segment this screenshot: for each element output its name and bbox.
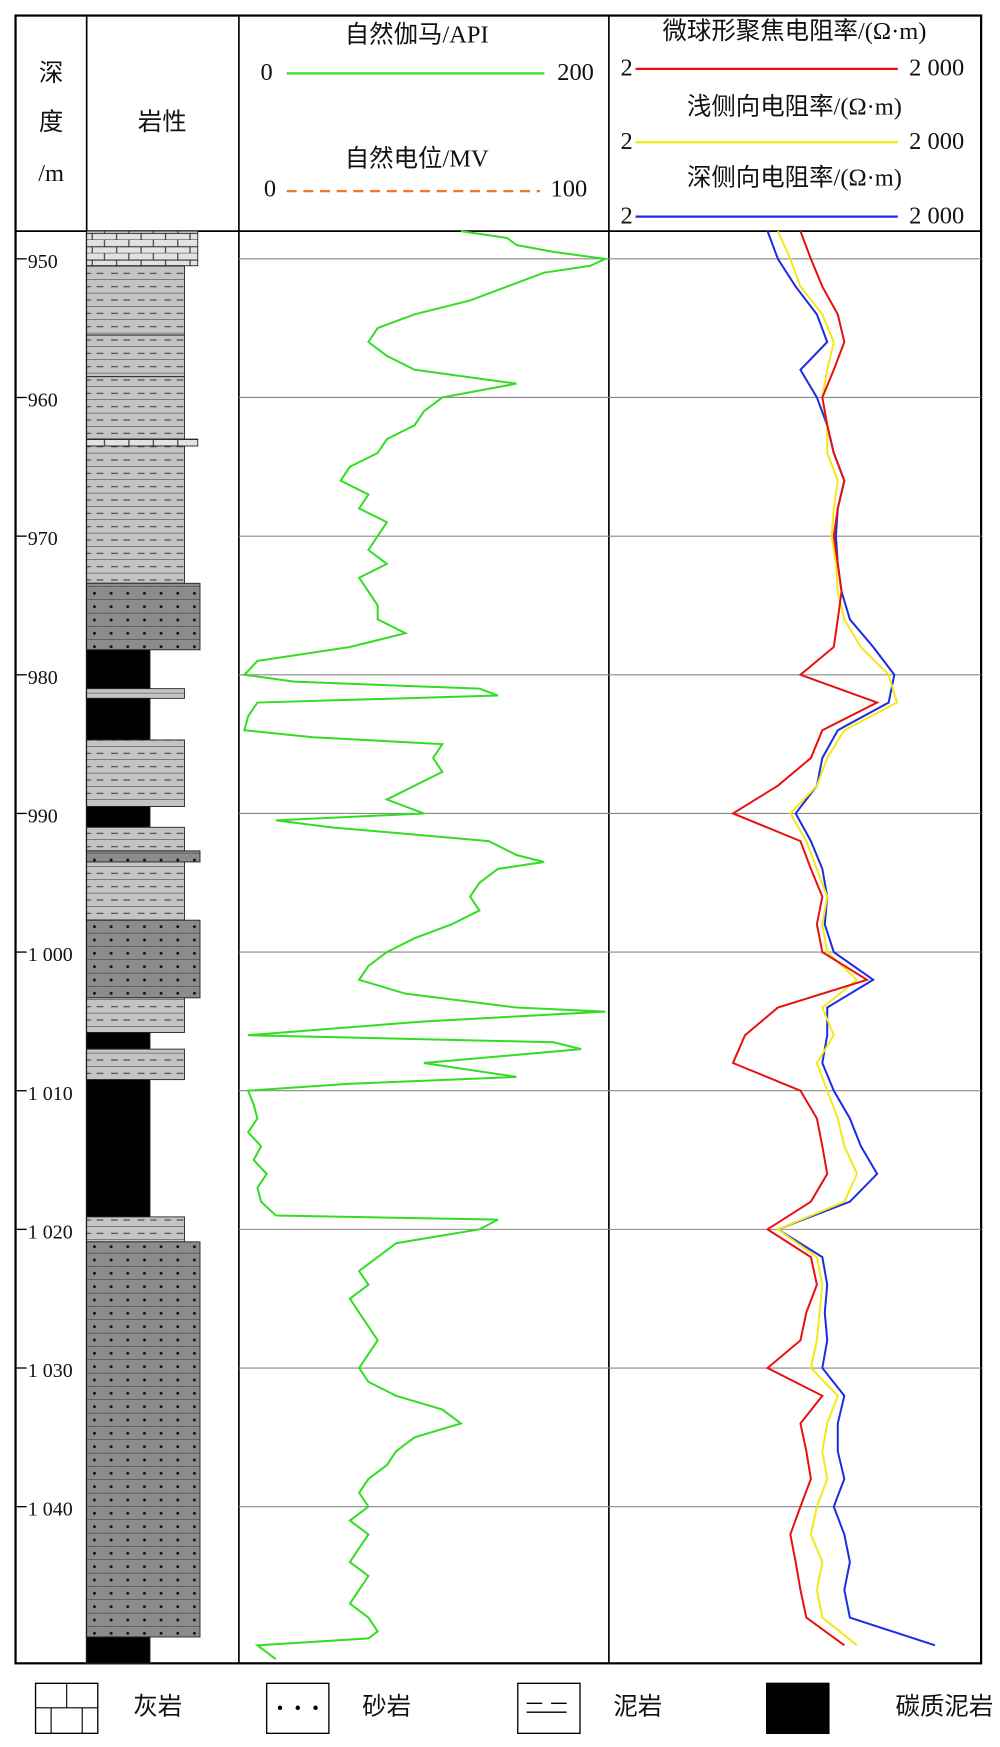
lithology-layer [86,861,185,921]
depth-tick-label: 970 [28,528,58,550]
scale-label: 0 [264,176,276,203]
lithology-layer [86,806,151,828]
scale-label: 2 000 [909,55,964,82]
resistivity-curve [775,230,899,1647]
gamma-curve [242,230,609,1661]
series-name: 微球形聚焦电阻率/(Ω·m) [663,17,927,45]
lithology-layer [86,739,185,807]
lithology-layer [86,265,185,336]
lithology-layer [86,697,151,741]
series-name: 深侧向电阻率/(Ω·m) [687,164,902,192]
lithology-layer [86,230,199,267]
legend-pattern [35,1683,98,1734]
legend-label: 碳质泥岩 [896,1692,994,1720]
lithology-layer [86,919,201,999]
depth-label: 度 [39,108,63,136]
lithology-layer [86,445,185,584]
lithology-layer [86,1241,201,1638]
resistivity-curve [766,230,936,1647]
legend-label: 泥岩 [613,1692,662,1720]
depth-tick-label: 1 040 [28,1499,73,1521]
depth-tick-label: 1 020 [28,1221,73,1243]
scale-label: 2 [621,128,633,155]
frame [14,14,983,1665]
depth-tick-label: 980 [28,667,58,689]
scale-label: 2 [621,202,633,229]
lithology-layer [86,1636,151,1664]
legend-pattern [313,1705,318,1710]
depth-label: 深 [39,59,63,87]
legend-pattern [295,1705,300,1710]
track-title: 自然伽马/API [345,20,489,48]
lithology-layer [86,1048,185,1081]
scale-label: 2 [621,55,633,82]
scale-label: 0 [261,59,273,86]
depth-tick-label: 950 [28,251,58,273]
depth-tick-label: 1 030 [28,1360,73,1382]
depth-label: /m [38,160,64,187]
lithology-layer [86,850,201,863]
lithology-layer [86,438,199,447]
legend-swatch [765,1682,830,1734]
lithology-layer [86,582,201,651]
lithology-layer [86,334,185,378]
lithology-layer [86,1032,151,1050]
scale-label: 200 [557,59,594,86]
lithology-title: 岩性 [138,108,187,136]
scale-label: 2 000 [909,128,964,155]
legend-pattern [526,1702,567,1713]
depth-tick-label: 990 [28,805,58,827]
depth-tick-label: 960 [28,390,58,412]
lithology-layer [86,1079,151,1218]
legend-pattern [277,1705,283,1710]
scale-label: 100 [551,176,588,203]
depth-tick-label: 1 000 [28,944,73,966]
lithology-layer [86,826,185,852]
depth-tick-label: 1 010 [28,1083,73,1105]
resistivity-curve [730,230,880,1647]
legend-swatch [517,1682,581,1734]
track-title: 自然电位/MV [345,145,489,173]
lithology-layer [86,688,185,699]
legend-label: 砂岩 [362,1692,411,1720]
series-name: 浅侧向电阻率/(Ω·m) [687,92,902,120]
lithology-layer [86,649,151,690]
lithology-layer [86,376,185,440]
legend-label: 灰岩 [133,1692,182,1720]
lithology-layer [86,1216,185,1243]
scale-label: 2 000 [909,202,964,229]
lithology-layer [86,997,185,1033]
